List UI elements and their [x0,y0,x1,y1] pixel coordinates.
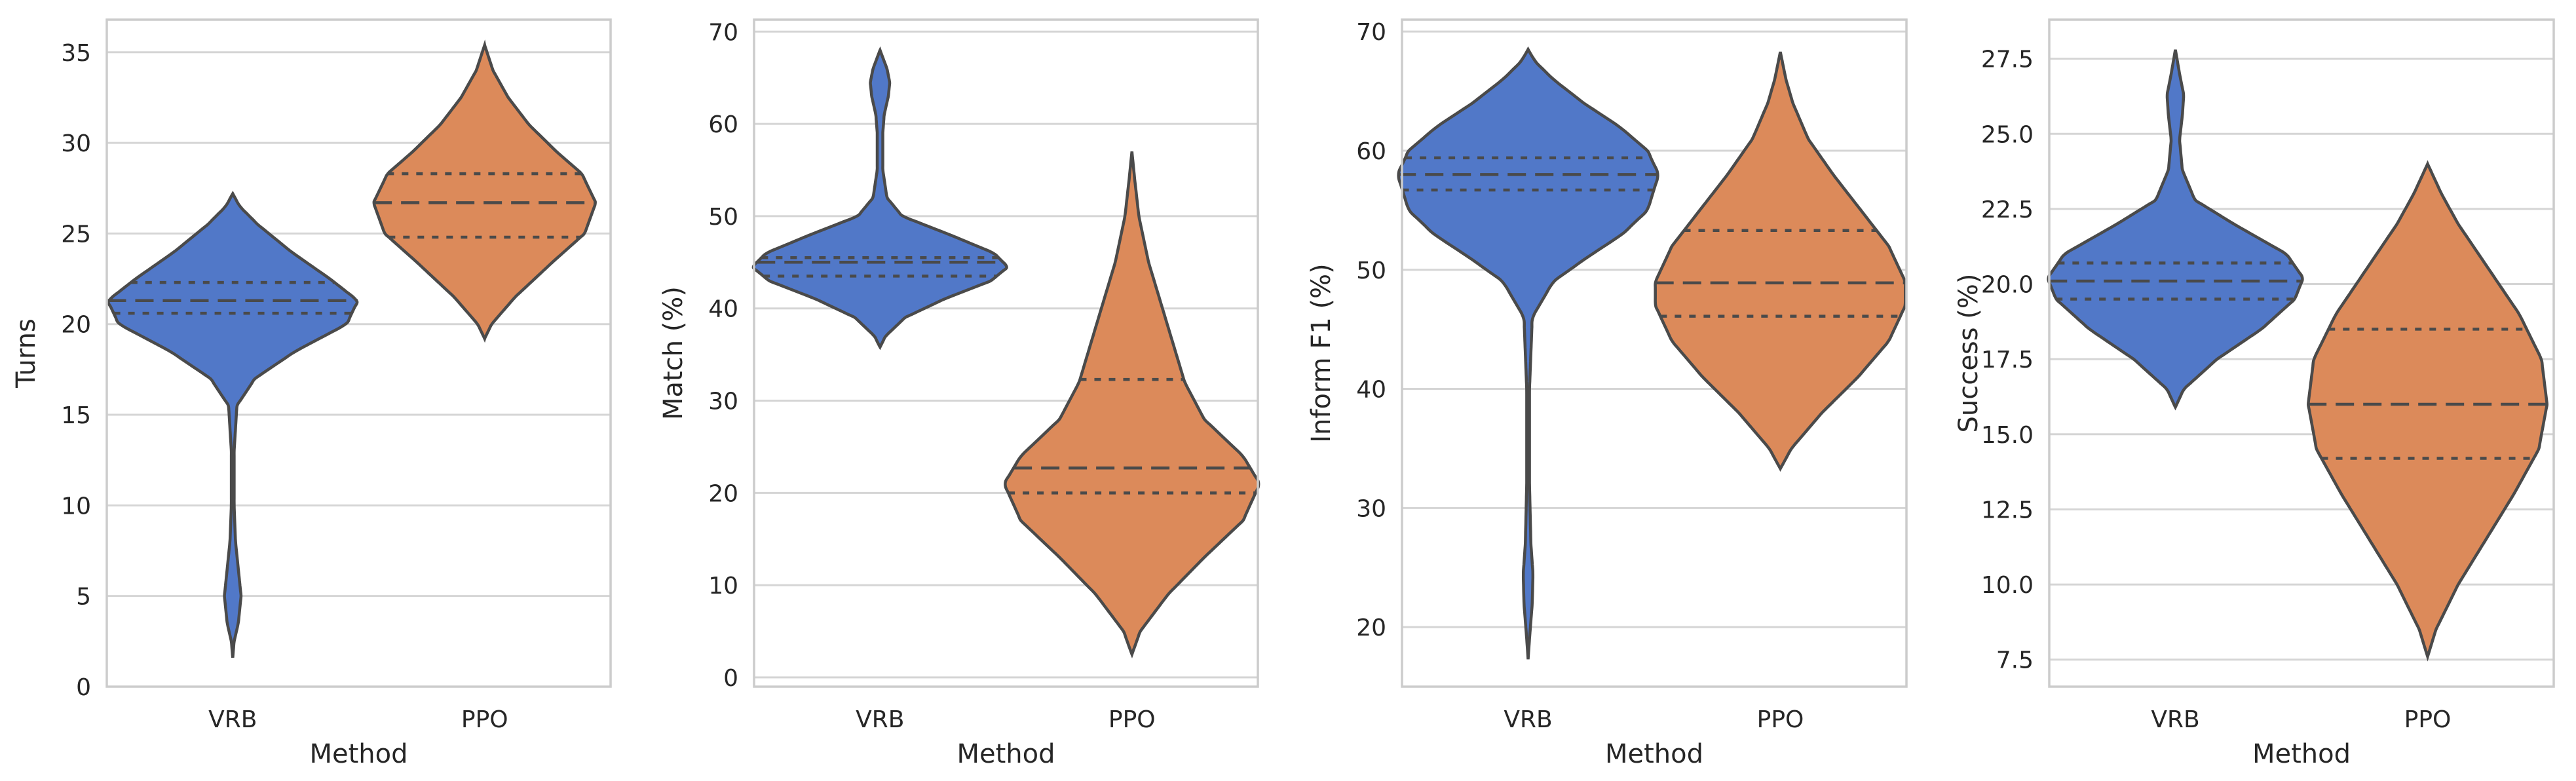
chart-panel-4: 7.5 10.0 12.5 15.0 17.5 20.0 22.5 25.0 27.5 VRB PP… [1954,18,2555,769]
x-axis-label: Method [309,739,407,769]
y-tick-label: 5 [76,584,91,611]
violin-vrb [1397,46,1659,660]
y-tick-label: 70 [708,19,738,46]
y-tick-label: 10.0 [1981,572,2034,599]
y-tick-label: 25 [61,221,91,248]
y-tick-label: 12.5 [1981,497,2034,524]
violin-ppo [2307,160,2548,662]
violin-ppo [1654,51,1907,472]
x-tick-label: VRB [2151,706,2199,733]
violin-vrb [751,46,1008,351]
y-tick-label: 7.5 [1996,647,2034,674]
axes-frame [105,18,612,688]
x-tick-label: PPO [1108,706,1156,733]
y-axis-label: Match (%) [658,286,689,420]
y-tick-label: 30 [61,130,91,157]
chart-panel-3: 20 30 40 50 60 70 VRB PPO Method Inform F1 (%) [1306,18,1908,769]
y-tick-label: 20 [61,312,91,339]
x-tick-label: VRB [208,706,257,733]
y-tick-label: 20.0 [1981,272,2034,299]
y-axis-label: Turns [11,318,41,389]
chart-panel-2: 0 10 20 30 40 50 60 70 VRB PPO Method Match (%) [658,18,1260,769]
y-tick-label: 15 [61,402,91,429]
y-tick-label: 35 [61,40,91,67]
y-tick-label: 50 [708,204,738,231]
y-tick-label: 30 [708,389,738,415]
y-tick-label: 70 [1356,19,1386,46]
y-axis-label: Inform F1 (%) [1306,263,1336,443]
axes-frame [1401,18,1908,688]
violin-ppo [372,39,597,343]
y-tick-label: 17.5 [1981,347,2034,373]
x-tick-label: VRB [856,706,904,733]
x-tick-label: PPO [1757,706,1804,733]
y-tick-label: 40 [708,296,738,323]
y-axis-label: Success (%) [1954,274,1984,433]
y-tick-label: 20 [1356,615,1386,641]
x-axis-label: Method [2252,739,2351,769]
x-axis-label: Method [957,739,1055,769]
y-tick-label: 25.0 [1981,121,2034,148]
y-tick-label: 40 [1356,377,1386,404]
axes-frame [2048,18,2555,688]
y-tick-label: 10 [708,573,738,600]
y-tick-label: 60 [1356,138,1386,165]
axes-frame [753,18,1259,688]
y-tick-label: 15.0 [1981,422,2034,449]
y-tick-label: 20 [708,480,738,507]
y-tick-label: 30 [1356,495,1386,522]
x-tick-label: VRB [1504,706,1552,733]
violin-vrb [2047,49,2304,411]
x-tick-label: PPO [2404,706,2452,733]
violin-ppo [1004,151,1260,658]
violin-vrb [107,191,359,658]
y-tick-label: 0 [76,674,91,701]
x-axis-label: Method [1605,739,1703,769]
y-tick-label: 60 [708,111,738,138]
y-tick-label: 22.5 [1981,197,2034,223]
y-tick-label: 27.5 [1981,47,2034,73]
y-tick-label: 10 [61,493,91,520]
y-tick-label: 50 [1356,257,1386,284]
chart-panel-1: 0 5 10 15 20 25 30 35 VRB PPO Method Turns [11,18,612,769]
y-tick-label: 0 [723,665,738,692]
x-tick-label: PPO [461,706,508,733]
